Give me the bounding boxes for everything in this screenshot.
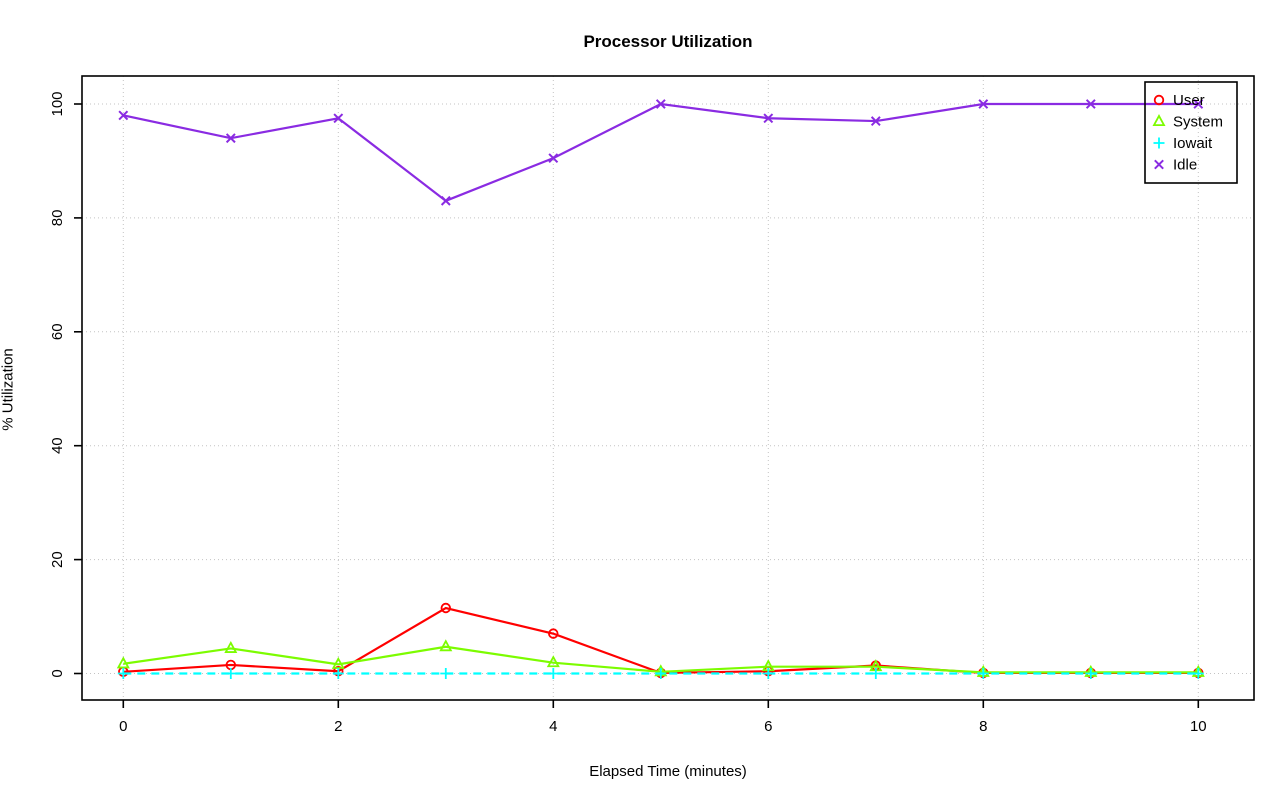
plot-border: [81, 75, 1255, 701]
series-line-idle: [123, 102, 1199, 203]
marker-circle: [548, 628, 559, 639]
series-iowait: [117, 668, 1204, 679]
marker-x: [978, 99, 989, 109]
marker-x: [225, 133, 236, 144]
marker-triangle: [224, 640, 238, 653]
x-tick-label-4: 4: [549, 718, 557, 735]
series-line-user: [123, 606, 1199, 675]
marker-circle: [440, 602, 452, 614]
marker-plus: [440, 668, 452, 679]
x-tick-label-8: 8: [979, 718, 987, 735]
x-tick-label-10: 10: [1190, 718, 1207, 735]
marker-circle: [1153, 94, 1165, 106]
x-tick-label-6: 6: [764, 718, 772, 735]
marker-x: [440, 195, 451, 206]
marker-plus: [1192, 668, 1204, 679]
y-tick-label-80: 80: [49, 210, 66, 227]
marker-x: [763, 113, 774, 124]
marker-plus: [117, 668, 129, 679]
marker-plus: [1153, 137, 1165, 149]
marker-triangle: [331, 656, 345, 669]
x-tick-label-2: 2: [334, 718, 342, 735]
legend-label-iowait: Iowait: [1173, 135, 1213, 152]
marker-plus: [332, 668, 344, 679]
x-axis-label: Elapsed Time (minutes): [589, 763, 747, 780]
marker-triangle: [439, 639, 453, 652]
legend: User System Iowait Idle: [1144, 81, 1238, 184]
marker-x: [870, 116, 881, 126]
marker-triangle: [546, 655, 560, 668]
marker-triangle: [1152, 114, 1166, 126]
marker-plus: [870, 668, 882, 679]
legend-label-system: System: [1173, 114, 1223, 131]
legend-label-idle: Idle: [1173, 157, 1197, 174]
marker-x: [1085, 99, 1096, 109]
legend-box: [1144, 81, 1238, 184]
marker-x: [1154, 159, 1164, 170]
marker-plus: [225, 668, 237, 679]
y-tick-label-100: 100: [49, 91, 66, 116]
marker-plus: [977, 668, 989, 679]
marker-x: [1193, 99, 1204, 109]
series-idle: [118, 99, 1204, 206]
chart-title: Processor Utilization: [583, 32, 753, 51]
marker-plus: [547, 668, 559, 679]
marker-plus: [655, 668, 667, 679]
y-tick-label-40: 40: [49, 437, 66, 454]
x-tick-label-0: 0: [119, 718, 127, 735]
y-tick-label-20: 20: [49, 551, 66, 568]
marker-triangle: [116, 656, 130, 669]
marker-x: [333, 113, 344, 124]
y-tick-label-60: 60: [49, 323, 66, 340]
legend-label-user: User: [1173, 92, 1205, 109]
marker-x: [655, 99, 666, 109]
marker-x: [118, 110, 129, 121]
y-axis-label: % Utilization: [0, 348, 17, 431]
y-tick-label-0: 0: [49, 669, 66, 677]
marker-plus: [762, 668, 774, 679]
marker-plus: [1085, 668, 1097, 679]
marker-x: [548, 153, 559, 164]
